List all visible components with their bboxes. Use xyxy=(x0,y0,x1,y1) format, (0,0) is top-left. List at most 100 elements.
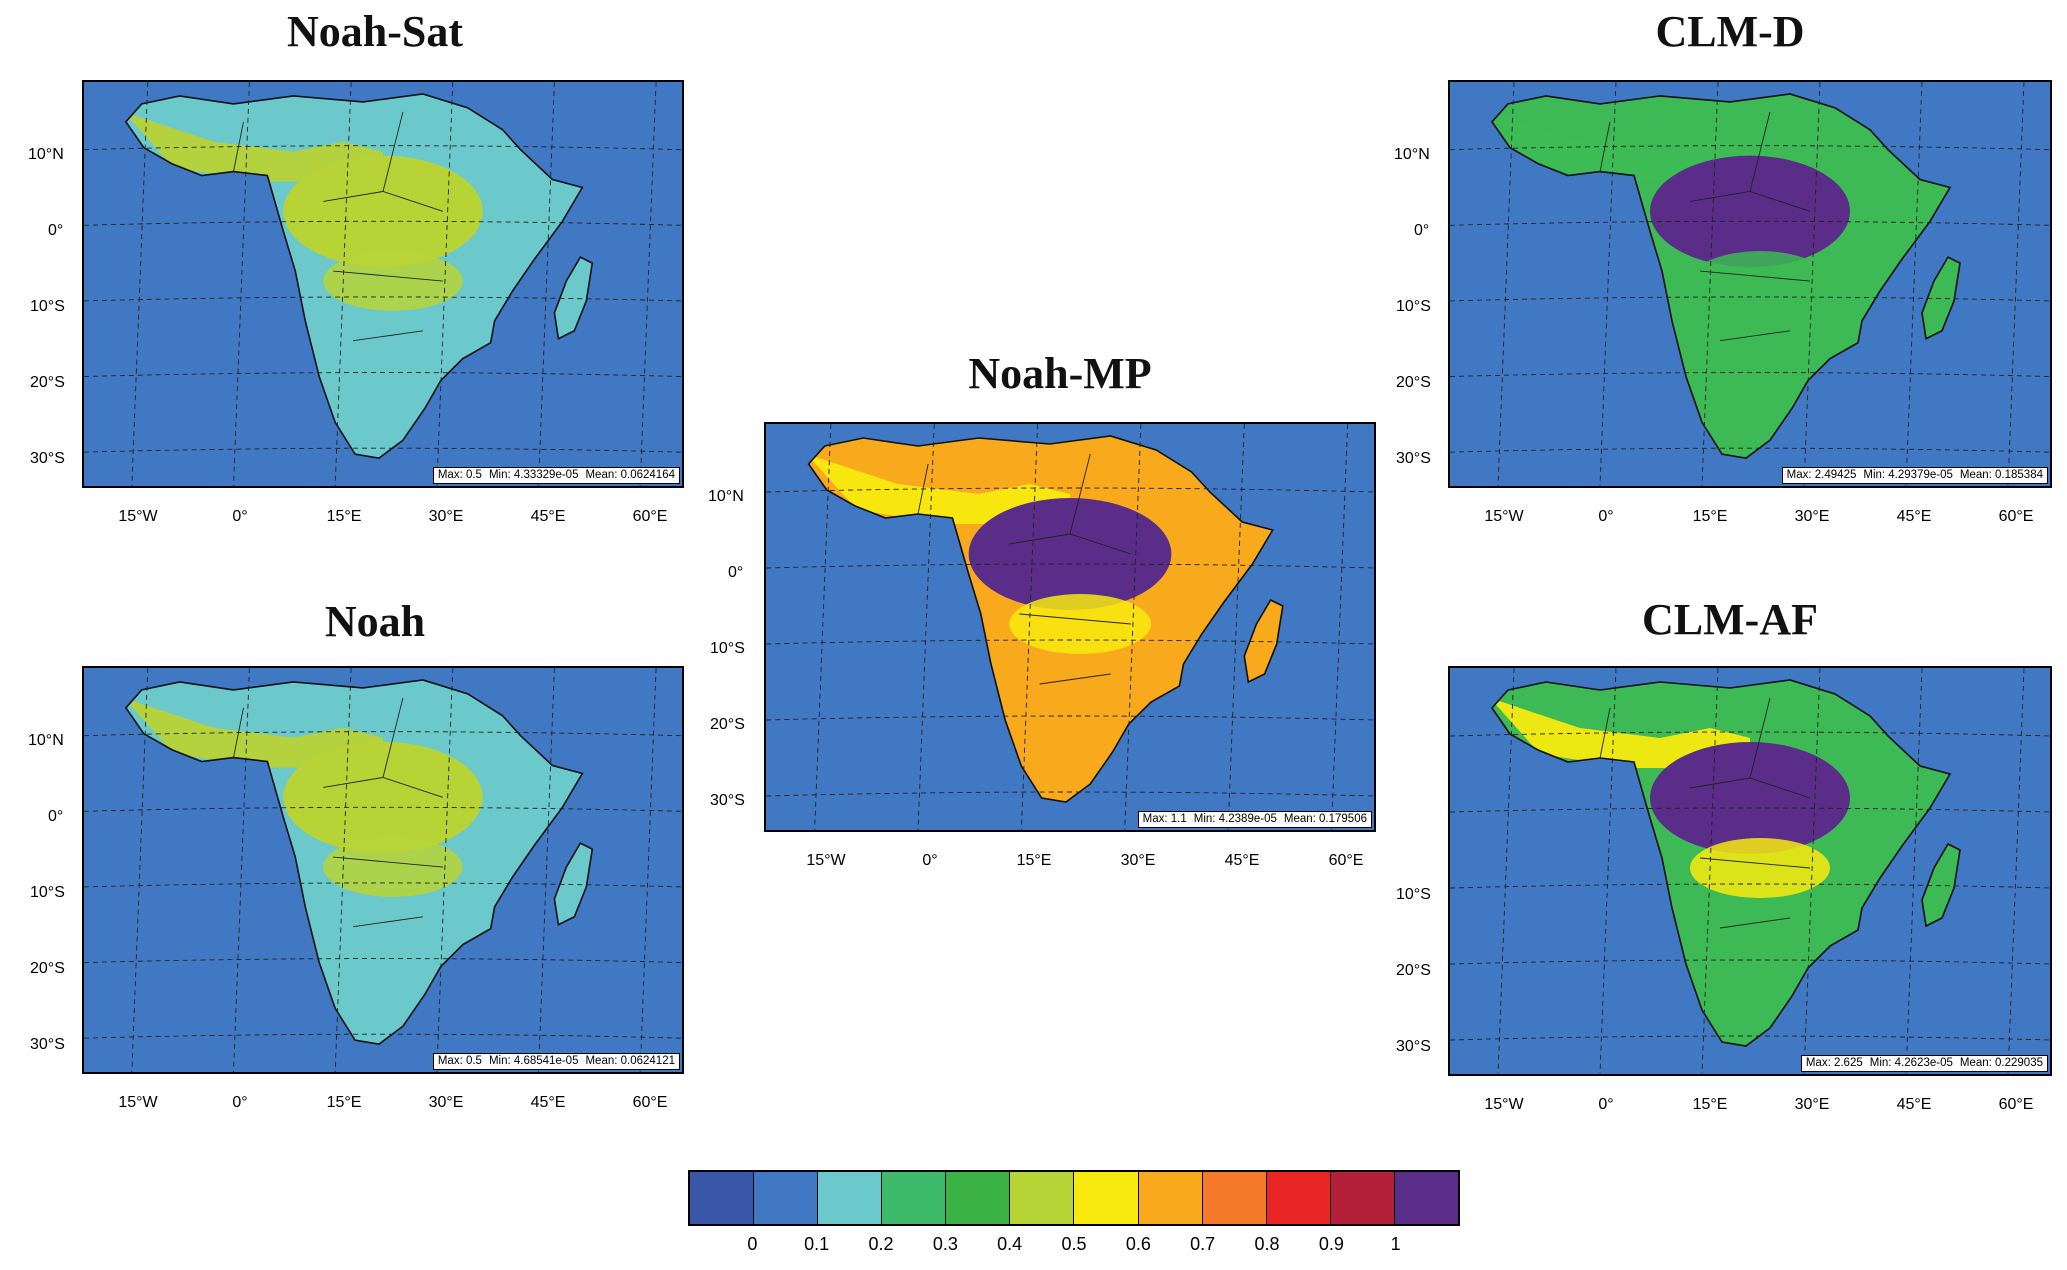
madagascar xyxy=(553,842,594,926)
map-frame: Max: 0.5 Min: 4.68541e-05 Mean: 0.0624121 xyxy=(82,666,684,1074)
country-border xyxy=(1719,330,1791,342)
colorbar-swatch xyxy=(690,1172,755,1224)
lon-label: 15°W xyxy=(1484,508,1524,525)
madagascar xyxy=(1921,842,1961,928)
lat-label: 10°N xyxy=(1394,146,1430,163)
stats-box: Max: 0.5 Min: 4.33329e-05 Mean: 0.0624164 xyxy=(432,467,680,484)
lat-label: 30°S xyxy=(1396,450,1431,467)
longitude-gridline xyxy=(436,668,454,1072)
lon-label: 15°E xyxy=(1016,852,1052,869)
lon-label: 15°E xyxy=(1692,508,1728,525)
longitude-gridline xyxy=(639,668,657,1072)
lat-label: 30°S xyxy=(30,1036,65,1053)
africa-map xyxy=(766,424,1374,830)
panel-clm-d: CLM-D Max: 2.49425 Min: 4.29379e-05 Mean: … xyxy=(1380,0,2067,540)
latitude-gridline xyxy=(84,731,682,737)
lon-label: 45°E xyxy=(530,508,566,525)
latitude-gridline xyxy=(84,447,682,453)
lon-label: 60°E xyxy=(1998,1096,2034,1113)
latitude-gridline xyxy=(84,372,682,377)
lat-label: 10°S xyxy=(30,298,65,315)
lat-label: 10°S xyxy=(710,640,745,657)
lat-label: 0° xyxy=(728,564,744,581)
latitude-gridline xyxy=(84,145,682,151)
lon-label: 15°E xyxy=(326,1094,362,1111)
colorbar-swatch xyxy=(1394,1172,1458,1224)
west-africa-region xyxy=(808,454,1070,524)
panel-noah-mp: Noah-MP Max: 1.1 Min: 4.2389e-05 Mean: 0.1… xyxy=(700,340,1390,880)
longitude-gridline xyxy=(334,668,352,1072)
latitude-gridline xyxy=(1450,220,2050,226)
latitude-gridline xyxy=(84,958,682,963)
colorbar-label: 0.1 xyxy=(804,1234,830,1254)
colorbar-swatch xyxy=(818,1172,883,1224)
panel-title: CLM-AF xyxy=(1642,595,1818,644)
congo-basin-region xyxy=(1650,155,1850,268)
longitude-gridline xyxy=(1905,82,1923,486)
colorbar-swatch xyxy=(882,1172,947,1224)
stat-max: Max: 0.5 xyxy=(437,469,482,481)
lon-label: 30°E xyxy=(1794,1096,1830,1113)
longitude-gridline xyxy=(538,668,555,1072)
longitude-gridline xyxy=(538,82,555,486)
stats-box: Max: 2.625 Min: 4.2623e-05 Mean: 0.229035 xyxy=(1800,1055,2048,1072)
lon-label: 0° xyxy=(232,1094,248,1111)
southern-region xyxy=(323,251,463,311)
country-border xyxy=(1699,857,1811,869)
colorbar-swatch xyxy=(1330,1172,1395,1224)
longitude-gridline xyxy=(436,82,454,486)
longitude-gridline xyxy=(131,668,149,1072)
africa-map xyxy=(1450,82,2050,486)
country-border xyxy=(1719,917,1791,929)
lat-label: 10°S xyxy=(30,884,65,901)
colorbar-label: 1 xyxy=(1390,1234,1401,1254)
panel-noah-sat: Noah-Sat Max: 0.5 Min: 4.33329e-05 Mean: 0… xyxy=(0,0,700,540)
latitude-gridline xyxy=(766,487,1374,493)
coastline xyxy=(807,435,1274,803)
latitude-gridline xyxy=(766,791,1374,797)
latitude-gridline xyxy=(1450,807,2050,813)
latitude-gridline xyxy=(1450,883,2050,889)
panel-noah: Noah Max: 0.5 Min: 4.68541e-05 Mean: 0.062… xyxy=(0,590,700,1130)
west-africa-region xyxy=(125,111,383,182)
lon-label: 60°E xyxy=(632,1094,668,1111)
lon-label: 15°E xyxy=(326,508,362,525)
lat-label: 30°S xyxy=(30,450,65,467)
colorbar-swatch xyxy=(1202,1172,1267,1224)
longitude-gridline xyxy=(334,82,352,486)
panel-title: CLM-D xyxy=(1655,7,1805,56)
longitude-gridline xyxy=(233,82,250,486)
latitude-gridline xyxy=(766,639,1374,645)
lat-label: 30°S xyxy=(1396,1038,1431,1055)
colorbar-label: 0.8 xyxy=(1254,1234,1280,1254)
lat-label: 0° xyxy=(48,808,64,825)
longitude-gridline xyxy=(2007,82,2025,486)
southern-region xyxy=(1690,251,1830,311)
country-border xyxy=(353,330,423,342)
longitude-gridline xyxy=(1701,668,1719,1074)
stat-min: Min: 4.68541e-05 xyxy=(488,1055,579,1067)
longitude-gridline xyxy=(639,82,657,486)
stat-max: Max: 2.625 xyxy=(1805,1057,1863,1069)
country-border xyxy=(382,697,404,778)
west-africa-region xyxy=(1492,111,1750,182)
southern-region xyxy=(1690,838,1830,898)
latitude-gridline xyxy=(1450,372,2050,377)
panel-title: Noah-MP xyxy=(968,349,1152,398)
longitude-gridline xyxy=(2007,668,2025,1074)
colorbar-swatch xyxy=(946,1172,1011,1224)
colorbar-label: 0.6 xyxy=(1125,1234,1151,1254)
lon-label: 45°E xyxy=(530,1094,566,1111)
lat-label: 0° xyxy=(1414,222,1430,239)
lon-label: 60°E xyxy=(1998,508,2034,525)
lon-label: 30°E xyxy=(428,1094,464,1111)
lon-label: 15°W xyxy=(118,508,158,525)
colorbar-label: 0.5 xyxy=(1061,1234,1087,1254)
stat-mean: Mean: 0.179506 xyxy=(1283,813,1367,825)
lon-label: 0° xyxy=(1598,1096,1614,1113)
country-border xyxy=(1699,270,1811,282)
africa-map xyxy=(84,668,682,1072)
lon-label: 30°E xyxy=(1794,508,1830,525)
colorbar-swatch xyxy=(1138,1172,1203,1224)
colorbar-swatch xyxy=(1010,1172,1075,1224)
